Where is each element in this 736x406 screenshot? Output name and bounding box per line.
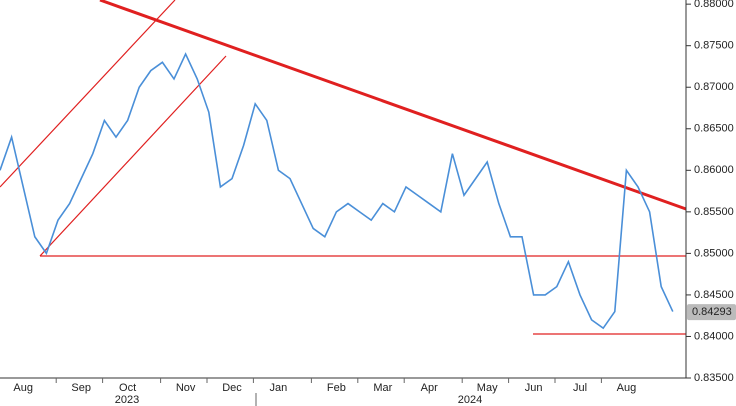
x-tick-label: Dec	[222, 382, 242, 394]
last-price-label: 0.84293	[692, 306, 732, 318]
x-tick-label: Jun	[525, 382, 543, 394]
x-tick-label: Aug	[617, 382, 637, 394]
trend-line	[99, 0, 687, 211]
x-tick-label: Nov	[176, 382, 196, 394]
y-tick-label: 0.86500	[694, 123, 734, 135]
price-line	[0, 52, 674, 330]
annotations	[0, 0, 687, 335]
y-tick-label: 0.86000	[694, 164, 734, 176]
year-label: 2023	[115, 394, 139, 406]
x-tick-label: Sep	[71, 382, 91, 394]
y-tick-label: 0.84500	[694, 289, 734, 301]
y-tick-label: 0.84000	[694, 330, 734, 342]
y-tick-label: 0.85000	[694, 247, 734, 259]
y-tick-label: 0.87000	[694, 81, 734, 93]
x-tick-label: Feb	[327, 382, 346, 394]
y-tick-label: 0.88000	[694, 0, 734, 10]
year-label: 2024	[458, 394, 482, 406]
x-tick-label: Mar	[373, 382, 392, 394]
x-tick-label: Aug	[13, 382, 33, 394]
y-tick-label: 0.83500	[694, 372, 734, 384]
x-tick-label: Jan	[270, 382, 288, 394]
last-price-box	[687, 304, 736, 321]
channel-upper	[0, 0, 176, 188]
y-tick-label: 0.87500	[694, 40, 734, 52]
y-tick-label: 0.85500	[694, 206, 734, 218]
x-tick-label: Apr	[421, 382, 438, 394]
x-tick-label: May	[477, 382, 498, 394]
channel-lower	[39, 55, 227, 257]
x-tick-label: Oct	[119, 382, 136, 394]
x-tick-label: Jul	[573, 382, 587, 394]
